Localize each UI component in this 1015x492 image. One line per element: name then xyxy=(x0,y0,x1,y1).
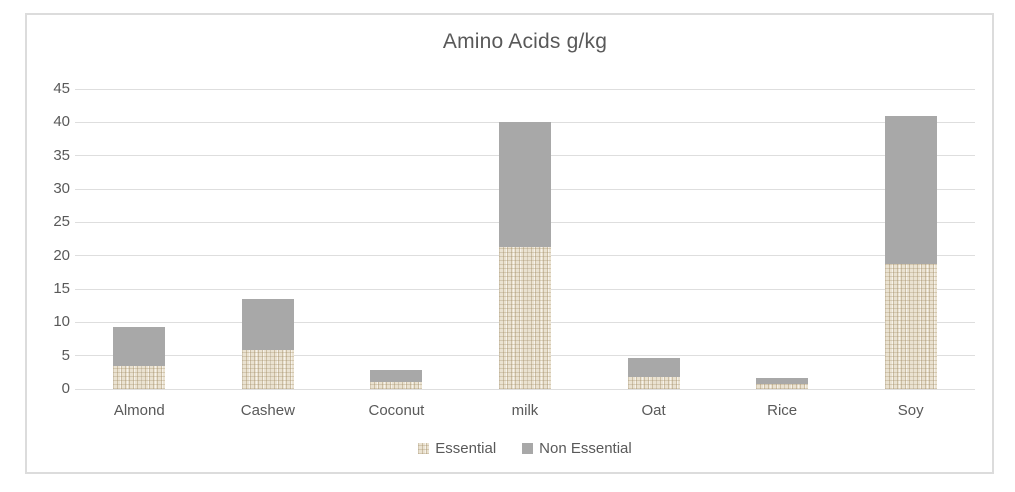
bar-oat-essential xyxy=(627,377,680,389)
bar-soy-essential xyxy=(884,263,937,389)
bar-oat-non-essential xyxy=(627,358,680,377)
y-axis-label: 15 xyxy=(53,280,70,297)
bar-rice-non-essential xyxy=(756,378,809,385)
bar-milk-non-essential xyxy=(499,122,551,247)
gridline-45 xyxy=(75,88,975,90)
essential-pattern-swatch-icon xyxy=(418,443,430,454)
y-axis-label: 30 xyxy=(53,180,70,197)
y-axis-label: 5 xyxy=(61,346,70,364)
x-axis-label-almond: Almond xyxy=(113,402,165,419)
y-axis-label: 25 xyxy=(53,213,70,231)
gridline-40 xyxy=(75,121,975,123)
bar-almond-non-essential xyxy=(113,327,166,367)
chart-title: Amino Acids g/kg xyxy=(442,30,608,53)
x-axis-label-cashew: Cashew xyxy=(240,402,295,419)
x-axis-label-coconut: Coconut xyxy=(368,402,425,419)
bar-cashew-non-essential xyxy=(241,299,294,351)
x-axis-label-milk: milk xyxy=(511,402,539,419)
legend-label: Non Essential xyxy=(539,440,632,457)
y-axis-label: 45 xyxy=(53,80,70,97)
legend-item-essential: Essential xyxy=(418,440,496,457)
bar-soy-non-essential xyxy=(884,115,937,264)
gridline-0 xyxy=(75,388,975,390)
bar-coconut-essential xyxy=(370,382,423,389)
bar-almond-essential xyxy=(113,366,166,389)
plot-area xyxy=(75,88,975,390)
bar-coconut-non-essential xyxy=(370,369,423,383)
y-axis-label: 20 xyxy=(53,246,70,264)
y-axis-label: 0 xyxy=(61,380,70,397)
y-axis-label: 35 xyxy=(53,146,70,164)
bar-rice-essential xyxy=(756,384,809,389)
legend: Essential Non Essential xyxy=(75,440,975,457)
y-axis-label: 40 xyxy=(53,113,70,131)
x-axis-label-soy: Soy xyxy=(897,402,924,419)
x-axis-label-oat: Oat xyxy=(641,402,666,419)
bar-cashew-essential xyxy=(241,350,294,389)
bar-milk-essential xyxy=(499,247,551,389)
legend-label: Essential xyxy=(435,440,497,457)
y-axis-label: 10 xyxy=(53,313,70,331)
x-axis-label-rice: Rice xyxy=(767,402,798,419)
legend-item-non-essential: Non Essential xyxy=(522,440,632,457)
gray-swatch-icon xyxy=(522,443,534,454)
